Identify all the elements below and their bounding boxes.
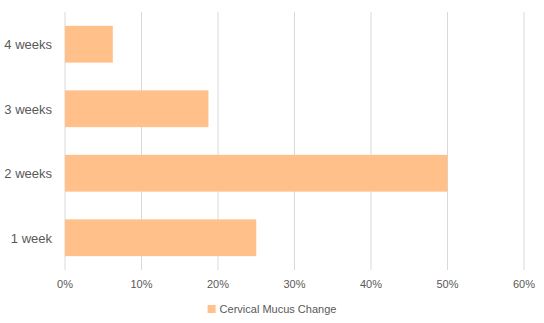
grid-line bbox=[447, 12, 448, 270]
tick-label: 10% bbox=[130, 278, 152, 290]
tick-label: 50% bbox=[436, 278, 458, 290]
chart: 0% 10% 20% 30% 40% 50% 60% 1 week 2 weeks 3 weeks… bbox=[0, 0, 544, 323]
legend: Cervical Mucus Change bbox=[208, 303, 337, 315]
legend-swatch bbox=[208, 305, 216, 313]
tick-label: 20% bbox=[207, 278, 229, 290]
category-label: 3 weeks bbox=[4, 102, 52, 117]
category-label: 4 weeks bbox=[4, 37, 52, 52]
tick-label: 40% bbox=[360, 278, 382, 290]
tick-label: 60% bbox=[513, 278, 535, 290]
legend-label: Cervical Mucus Change bbox=[220, 303, 337, 315]
tick-label: 30% bbox=[283, 278, 305, 290]
bar bbox=[65, 155, 448, 192]
bars bbox=[65, 26, 448, 256]
bar bbox=[65, 26, 113, 63]
bar bbox=[65, 90, 208, 127]
tick-label: 0% bbox=[57, 278, 73, 290]
grid-line bbox=[524, 12, 525, 270]
grid-line bbox=[294, 12, 295, 270]
grid-line bbox=[371, 12, 372, 270]
category-label: 2 weeks bbox=[4, 166, 52, 181]
bar bbox=[65, 219, 256, 256]
category-label: 1 week bbox=[11, 231, 53, 246]
